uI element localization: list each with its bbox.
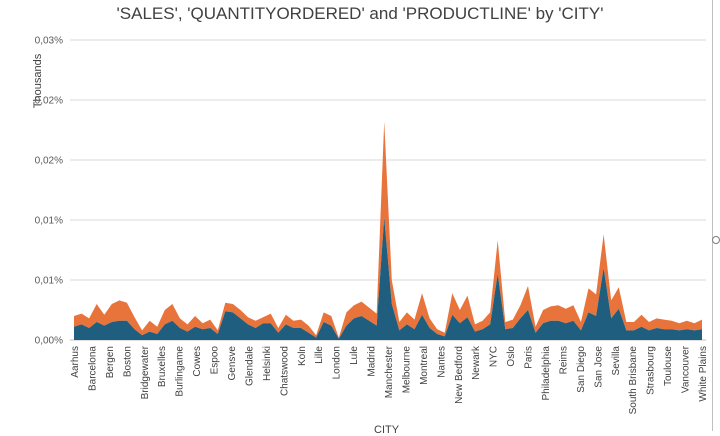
resize-handle[interactable] <box>712 236 720 244</box>
x-tick-label: Lule <box>349 346 360 365</box>
x-tick-label: Burlingame <box>175 346 186 397</box>
x-tick-label: Strasbourg <box>646 346 657 395</box>
area-series-1 <box>74 217 702 340</box>
x-tick-label: Lille <box>314 346 325 364</box>
y-tick-label: 0,00% <box>35 336 63 347</box>
x-tick-label: Gensve <box>227 346 238 381</box>
y-tick-label: 0,02% <box>35 96 63 107</box>
x-tick-label: Manchester <box>384 345 395 398</box>
chart-title: 'SALES', 'QUANTITYORDERED' and 'PRODUCTL… <box>116 4 604 23</box>
area-series <box>74 121 702 340</box>
x-tick-label: Koln <box>297 346 308 366</box>
x-tick-label: Madrid <box>367 346 378 377</box>
x-tick-label: Aarhus <box>70 346 81 378</box>
area-series-2 <box>74 121 702 339</box>
x-tick-label: Cowes <box>192 346 203 377</box>
x-tick-label: San Jose <box>593 346 604 388</box>
x-tick-label: Newark <box>471 345 482 380</box>
x-tick-label: London <box>332 346 343 379</box>
x-tick-label: Boston <box>122 346 133 377</box>
x-tick-label: Chatswood <box>279 346 290 396</box>
y-tick-label: 0,03% <box>35 36 63 47</box>
y-tick-label: 0,02% <box>35 156 63 167</box>
x-tick-label: Barcelona <box>87 346 98 391</box>
x-tick-label: Philadelphia <box>541 346 552 401</box>
x-tick-label: Bruxelles <box>157 346 168 387</box>
x-tick-label: Reims <box>558 346 569 374</box>
x-tick-label: Oslo <box>506 346 517 367</box>
x-tick-label: Paris <box>524 346 535 369</box>
x-tick-label: Toulouse <box>663 346 674 386</box>
frame-border <box>712 0 713 431</box>
x-tick-label: Montreal <box>419 346 430 385</box>
y-tick-label: 0,01% <box>35 276 63 287</box>
y-tick-label: 0,01% <box>35 216 63 227</box>
x-tick-label: South Brisbane <box>628 346 639 415</box>
x-tick-label: Bridgewater <box>140 345 151 399</box>
x-tick-label: White Plains <box>698 346 709 402</box>
x-tick-label: Sevilla <box>611 346 622 376</box>
x-tick-label: NYC <box>489 346 500 367</box>
x-tick-label: Glendale <box>244 346 255 386</box>
x-tick-label: Helsinki <box>262 346 273 381</box>
x-tick-label: Melbourne <box>401 346 412 394</box>
x-tick-label: Bergen <box>105 346 116 378</box>
x-tick-label: Espoo <box>210 346 221 375</box>
x-tick-label: Nantes <box>436 346 447 378</box>
x-axis-ticks: Aarhus Barcelona Bergen Boston Bridgewater Br… <box>70 345 709 414</box>
x-tick-label: Vancouver <box>681 345 692 393</box>
y-axis-ticks: 0,00% 0,01% 0,01% 0,02% 0,02% 0,03% <box>35 36 63 347</box>
x-tick-label: San Diego <box>576 346 587 393</box>
x-tick-label: New Bedford <box>454 346 465 404</box>
